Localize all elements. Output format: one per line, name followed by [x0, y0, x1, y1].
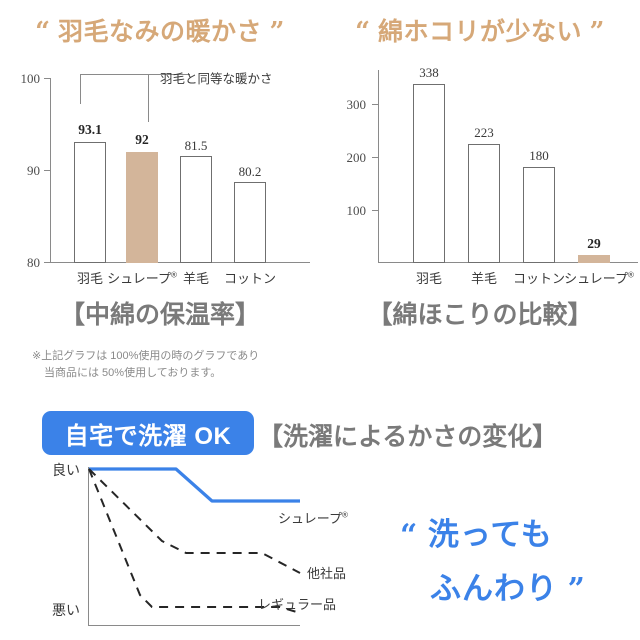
- slogan-line-1: “ 洗っても: [400, 509, 553, 554]
- bar-value-wool: 81.5: [184, 138, 208, 153]
- x-label-hane: 羽毛: [401, 268, 457, 287]
- warmth-annotation-bracket: [80, 74, 190, 122]
- x-label-wool-text: 羊毛: [182, 271, 209, 286]
- y-tick-label-200: 200: [346, 150, 367, 165]
- close-quote: ”: [269, 17, 285, 47]
- right-section-caption: 【綿ほこりの比較】: [367, 301, 593, 329]
- y-tick-label-90: 90: [27, 163, 40, 178]
- y-tick-100: [372, 210, 379, 211]
- left-chart-title-text: 羽毛なみの暖かさ: [57, 18, 262, 46]
- x-label-wool-text: 羊毛: [470, 271, 497, 286]
- x-label-hane-text: 羽毛: [415, 271, 442, 286]
- y-tick-300: [372, 104, 379, 105]
- series-label-regular-text: レギュラー品: [258, 597, 337, 612]
- y-tick-label-100: 100: [346, 203, 367, 218]
- x-label-shrape: シュレープ®: [556, 268, 640, 287]
- x-label-cotton: コットン: [501, 268, 577, 287]
- bar-value-hane: 93.1: [78, 122, 102, 137]
- slogan-line-2-text: ふんわり: [430, 571, 558, 606]
- bar-value-shrape: 29: [587, 236, 601, 251]
- wash-bulk-line-chart: 良い 悪い シュレープ® 他社品 レギュラー品: [0, 455, 400, 640]
- close-quote: ”: [589, 17, 605, 47]
- x-label-shrape: シュレープ®: [104, 268, 180, 287]
- bar-value-hane: 338: [419, 65, 439, 80]
- y-tick-90: [44, 170, 51, 171]
- footnote-line-1: ※上記グラフは 100%使用の時のグラフであり: [32, 350, 260, 362]
- x-label-cotton: コットン: [212, 268, 288, 287]
- y-tick-label-100: 100: [20, 71, 41, 86]
- series-line-regular: [88, 468, 301, 614]
- warmth-bar-chart: 100 90 80 羽毛と同等な暖かさ 93.1 92 81.5 80.2 羽毛…: [0, 60, 320, 286]
- bar-cotton: [234, 182, 266, 263]
- y-axis-top-label: 良い: [52, 462, 80, 478]
- close-quote: ”: [567, 572, 586, 607]
- x-label-hane: 羽毛: [62, 268, 118, 287]
- registered-trademark-icon: ®: [341, 510, 348, 520]
- left-section-caption: 【中綿の保温率】: [59, 301, 260, 329]
- registered-trademark-icon: ®: [628, 270, 634, 280]
- dust-bar-chart: 300 200 100 338 223 180 29 羽毛 羊毛 コットン シュ…: [320, 60, 640, 286]
- open-quote: “: [355, 17, 371, 47]
- footnote-line-2: 当商品には 50%使用しております。: [44, 367, 222, 379]
- warmth-annotation-label: 羽毛と同等な暖かさ: [160, 72, 273, 86]
- bottom-section-caption: 【洗濯によるかさの変化】: [258, 423, 558, 451]
- y-axis-line: [88, 467, 89, 625]
- bar-wool: [180, 156, 212, 263]
- y-tick-100: [44, 78, 51, 79]
- bar-hane: [413, 84, 445, 263]
- y-axis-line: [378, 70, 379, 263]
- y-tick-label-80: 80: [27, 255, 40, 270]
- bar-value-wool: 223: [474, 125, 494, 140]
- open-quote: “: [35, 17, 51, 47]
- x-label-shrape-text: シュレープ: [564, 271, 629, 286]
- line-chart-svg: [88, 467, 301, 614]
- x-label-cotton-text: コットン: [223, 271, 276, 286]
- x-label-wool: 羊毛: [168, 268, 224, 287]
- series-line-shrape: [89, 467, 300, 503]
- y-axis-bottom-label: 悪い: [52, 602, 80, 618]
- series-label-other-text: 他社品: [307, 566, 347, 581]
- series-label-regular: レギュラー品: [258, 594, 336, 613]
- bar-cotton: [523, 167, 555, 263]
- y-tick-label-300: 300: [346, 97, 367, 112]
- bar-shrape: [126, 152, 158, 263]
- x-axis-line: [378, 262, 638, 263]
- series-line-other: [88, 468, 301, 574]
- registered-trademark-icon: ®: [171, 270, 177, 280]
- slogan-line-1-text: 洗っても: [427, 517, 553, 552]
- bar-wool: [468, 144, 500, 263]
- series-label-shrape-text: シュレープ: [278, 511, 342, 526]
- x-label-cotton-text: コットン: [512, 271, 565, 286]
- open-quote: “: [400, 518, 419, 553]
- y-tick-80: [44, 262, 51, 263]
- series-label-other: 他社品: [307, 563, 346, 582]
- x-label-hane-text: 羽毛: [76, 271, 103, 286]
- bar-value-cotton: 180: [529, 148, 549, 163]
- y-tick-200: [372, 157, 379, 158]
- bar-hane: [74, 142, 106, 263]
- bar-shrape: [578, 255, 610, 263]
- x-label-wool: 羊毛: [456, 268, 512, 287]
- slogan-line-2: ふんわり ”: [430, 563, 586, 608]
- left-chart-title: “ 羽毛なみの暖かさ ”: [10, 12, 310, 48]
- x-axis-line: [88, 625, 300, 626]
- bar-value-cotton: 80.2: [238, 164, 262, 179]
- series-label-shrape: シュレープ®: [278, 508, 348, 527]
- x-label-shrape-text: シュレープ: [107, 271, 172, 286]
- bar-value-shrape: 92: [135, 132, 149, 147]
- right-chart-title: “ 綿ホコリが少ない ”: [330, 12, 630, 48]
- home-wash-ok-badge: 自宅で洗濯 OK: [42, 411, 254, 455]
- right-chart-title-text: 綿ホコリが少ない: [377, 18, 582, 46]
